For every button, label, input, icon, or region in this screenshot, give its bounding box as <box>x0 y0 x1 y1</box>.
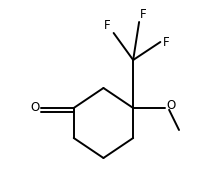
Text: O: O <box>166 99 175 112</box>
Text: F: F <box>163 35 169 48</box>
Text: F: F <box>140 8 147 21</box>
Text: O: O <box>30 101 39 114</box>
Text: F: F <box>104 19 110 32</box>
